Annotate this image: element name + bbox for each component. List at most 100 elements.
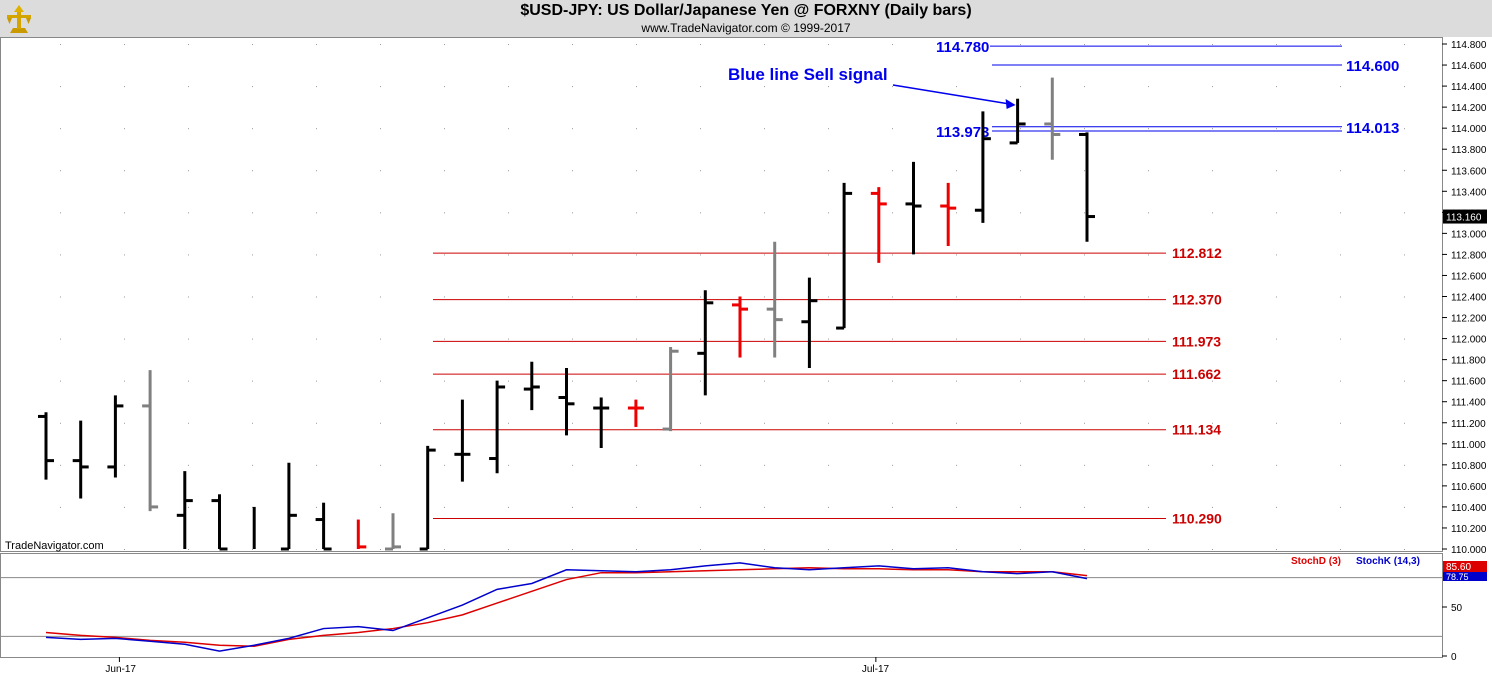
grid-dot xyxy=(444,380,445,382)
annotation-text: Blue line Sell signal xyxy=(728,65,888,84)
grid-dot xyxy=(60,128,61,130)
grid-dot xyxy=(636,128,637,130)
grid-dot xyxy=(1020,380,1021,382)
grid-dot xyxy=(188,296,189,298)
price-tick-label: 110.400 xyxy=(1451,503,1487,514)
grid-dot xyxy=(572,296,573,298)
grid-dot xyxy=(892,380,893,382)
support-label: 112.812 xyxy=(1172,245,1222,261)
grid-dot xyxy=(508,506,509,508)
grid-dot xyxy=(892,128,893,130)
grid-dot xyxy=(316,422,317,424)
grid-dot xyxy=(1148,549,1149,550)
grid-dot xyxy=(252,464,253,466)
grid-dot xyxy=(572,86,573,88)
grid-dot xyxy=(1084,549,1085,550)
grid-dot xyxy=(636,296,637,298)
grid-dot xyxy=(636,338,637,340)
grid-dot xyxy=(1148,86,1149,88)
grid-dot xyxy=(764,296,765,298)
grid-dot xyxy=(892,464,893,466)
ohlc-bar xyxy=(38,412,54,480)
grid-dot xyxy=(252,128,253,130)
level-lines: 114.780 114.600 114.013 113.973 112.812 112.3… xyxy=(433,39,1399,526)
grid-dot xyxy=(444,254,445,256)
grid-dot xyxy=(892,44,893,45)
price-tick-label: 112.000 xyxy=(1451,335,1487,346)
grid-dot xyxy=(1404,86,1405,88)
grid-dot xyxy=(1148,44,1149,45)
price-tick-label: 113.800 xyxy=(1451,145,1487,156)
date-tick-label: Jun-17 xyxy=(105,664,136,675)
ohlc-bars xyxy=(38,77,1095,551)
grid-dot xyxy=(188,380,189,382)
grid-dot xyxy=(1404,128,1405,130)
grid-dot xyxy=(124,338,125,340)
grid-dot xyxy=(1404,254,1405,256)
grid-dot xyxy=(828,86,829,88)
grid-dot xyxy=(636,212,637,214)
grid-dot xyxy=(956,86,957,88)
grid-dot xyxy=(956,254,957,256)
grid-dot xyxy=(316,254,317,256)
grid-dot xyxy=(1340,422,1341,424)
grid-dot xyxy=(828,464,829,466)
stoch-d-value: 85.60 xyxy=(1446,562,1471,573)
grid-dot xyxy=(188,86,189,88)
grid-dot xyxy=(188,128,189,130)
sell-signal-annotation: Blue line Sell signal xyxy=(728,65,1016,110)
grid-dot xyxy=(1148,170,1149,172)
grid-dot xyxy=(316,464,317,466)
grid-dot xyxy=(508,128,509,130)
grid-dot xyxy=(1212,212,1213,214)
grid-dot xyxy=(380,422,381,424)
grid-dot xyxy=(316,549,317,550)
grid-dot xyxy=(124,549,125,550)
grid-dot xyxy=(572,254,573,256)
grid-dot xyxy=(956,380,957,382)
grid-dot xyxy=(1404,422,1405,424)
grid-dot xyxy=(1340,254,1341,256)
ohlc-bar xyxy=(732,296,748,358)
grid-dot xyxy=(764,128,765,130)
grid-dot xyxy=(764,254,765,256)
ohlc-bar xyxy=(211,494,228,551)
grid-dot xyxy=(636,254,637,256)
grid-dot xyxy=(700,380,701,382)
grid-dot xyxy=(252,212,253,214)
ohlc-bar xyxy=(385,513,401,551)
grid-dot xyxy=(1212,86,1213,88)
grid-dot xyxy=(636,86,637,88)
grid-dot xyxy=(124,170,125,172)
stoch-tick-label: 0 xyxy=(1451,652,1457,663)
support-label: 111.973 xyxy=(1172,333,1221,349)
grid-dot xyxy=(252,549,253,550)
grid-dot xyxy=(380,464,381,466)
date-tick-label: Jul-17 xyxy=(862,664,890,675)
grid-dot xyxy=(1148,128,1149,130)
grid-dot xyxy=(1404,380,1405,382)
grid-dot xyxy=(1020,212,1021,214)
grid-dot xyxy=(252,338,253,340)
grid-dot xyxy=(1276,549,1277,550)
grid-dot xyxy=(764,44,765,45)
price-tick-label: 110.800 xyxy=(1451,461,1487,472)
stoch-k-value: 78.75 xyxy=(1446,572,1469,582)
grid-dot xyxy=(316,296,317,298)
grid-dot xyxy=(60,296,61,298)
grid-dot xyxy=(252,380,253,382)
price-tick-label: 113.000 xyxy=(1451,229,1487,240)
grid-dot xyxy=(764,549,765,550)
ohlc-bar xyxy=(558,368,575,436)
grid-dot xyxy=(380,128,381,130)
grid-dot xyxy=(1276,86,1277,88)
ohlc-bar xyxy=(1079,132,1095,242)
grid-dot xyxy=(700,86,701,88)
grid-dot xyxy=(572,422,573,424)
grid-dot xyxy=(444,212,445,214)
grid-dot xyxy=(508,44,509,45)
resistance-label: 113.973 xyxy=(936,124,989,141)
grid-dot xyxy=(380,380,381,382)
grid-dot xyxy=(1276,506,1277,508)
grid-dot xyxy=(956,549,957,550)
